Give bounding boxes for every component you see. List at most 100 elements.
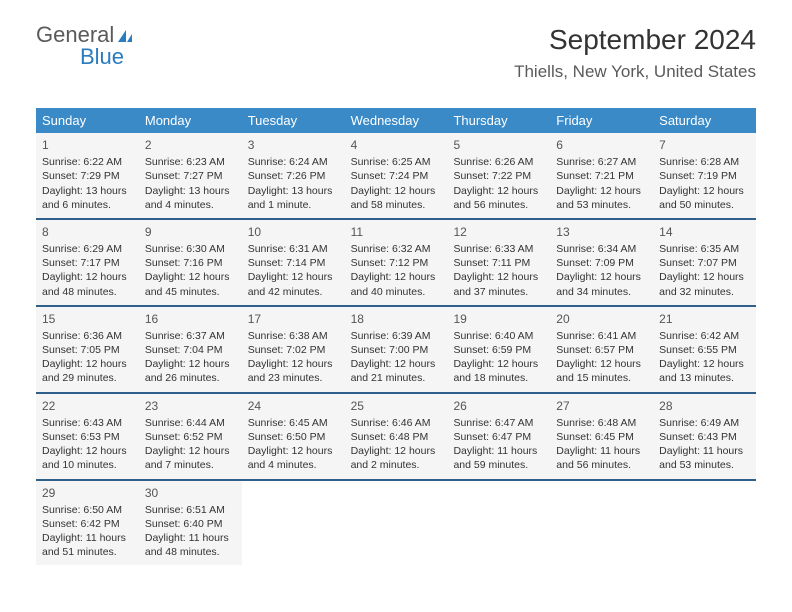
calendar-week: 8Sunrise: 6:29 AMSunset: 7:17 PMDaylight… bbox=[36, 218, 756, 305]
day-number: 23 bbox=[145, 398, 236, 414]
day-number: 4 bbox=[351, 137, 442, 153]
day-number: 28 bbox=[659, 398, 750, 414]
calendar-day: 25Sunrise: 6:46 AMSunset: 6:48 PMDayligh… bbox=[345, 394, 448, 479]
sunrise-text: Sunrise: 6:31 AM bbox=[248, 242, 339, 256]
calendar-day: 13Sunrise: 6:34 AMSunset: 7:09 PMDayligh… bbox=[550, 220, 653, 305]
calendar-week: 15Sunrise: 6:36 AMSunset: 7:05 PMDayligh… bbox=[36, 305, 756, 392]
daylight-text: Daylight: 12 hours and 56 minutes. bbox=[453, 184, 544, 212]
sunrise-text: Sunrise: 6:40 AM bbox=[453, 329, 544, 343]
sunrise-text: Sunrise: 6:44 AM bbox=[145, 416, 236, 430]
sunset-text: Sunset: 7:12 PM bbox=[351, 256, 442, 270]
sunset-text: Sunset: 6:43 PM bbox=[659, 430, 750, 444]
daylight-text: Daylight: 12 hours and 10 minutes. bbox=[42, 444, 133, 472]
day-number: 12 bbox=[453, 224, 544, 240]
day-header: Tuesday bbox=[242, 108, 345, 133]
sunrise-text: Sunrise: 6:30 AM bbox=[145, 242, 236, 256]
calendar-empty bbox=[653, 481, 756, 566]
day-number: 29 bbox=[42, 485, 133, 501]
sunrise-text: Sunrise: 6:45 AM bbox=[248, 416, 339, 430]
sunset-text: Sunset: 7:04 PM bbox=[145, 343, 236, 357]
day-header-row: SundayMondayTuesdayWednesdayThursdayFrid… bbox=[36, 108, 756, 133]
daylight-text: Daylight: 12 hours and 53 minutes. bbox=[556, 184, 647, 212]
sunset-text: Sunset: 6:50 PM bbox=[248, 430, 339, 444]
daylight-text: Daylight: 13 hours and 1 minute. bbox=[248, 184, 339, 212]
sunset-text: Sunset: 7:24 PM bbox=[351, 169, 442, 183]
calendar-day: 4 Sunrise: 6:25 AMSunset: 7:24 PMDaylight… bbox=[345, 133, 448, 218]
day-number: 30 bbox=[145, 485, 236, 501]
day-header: Wednesday bbox=[345, 108, 448, 133]
daylight-text: Daylight: 12 hours and 42 minutes. bbox=[248, 270, 339, 298]
daylight-text: Daylight: 12 hours and 13 minutes. bbox=[659, 357, 750, 385]
daylight-text: Daylight: 13 hours and 4 minutes. bbox=[145, 184, 236, 212]
sunset-text: Sunset: 7:27 PM bbox=[145, 169, 236, 183]
daylight-text: Daylight: 13 hours and 6 minutes. bbox=[42, 184, 133, 212]
day-number: 22 bbox=[42, 398, 133, 414]
day-number: 14 bbox=[659, 224, 750, 240]
sunrise-text: Sunrise: 6:23 AM bbox=[145, 155, 236, 169]
day-number: 18 bbox=[351, 311, 442, 327]
day-header: Saturday bbox=[653, 108, 756, 133]
daylight-text: Daylight: 12 hours and 48 minutes. bbox=[42, 270, 133, 298]
calendar-day: 9Sunrise: 6:30 AMSunset: 7:16 PMDaylight… bbox=[139, 220, 242, 305]
logo: General Blue bbox=[36, 24, 134, 68]
daylight-text: Daylight: 12 hours and 15 minutes. bbox=[556, 357, 647, 385]
calendar-empty bbox=[242, 481, 345, 566]
sunset-text: Sunset: 6:59 PM bbox=[453, 343, 544, 357]
calendar-day: 17Sunrise: 6:38 AMSunset: 7:02 PMDayligh… bbox=[242, 307, 345, 392]
day-header: Monday bbox=[139, 108, 242, 133]
sunrise-text: Sunrise: 6:34 AM bbox=[556, 242, 647, 256]
day-number: 25 bbox=[351, 398, 442, 414]
sunrise-text: Sunrise: 6:37 AM bbox=[145, 329, 236, 343]
daylight-text: Daylight: 12 hours and 29 minutes. bbox=[42, 357, 133, 385]
daylight-text: Daylight: 12 hours and 58 minutes. bbox=[351, 184, 442, 212]
calendar-week: 1Sunrise: 6:22 AMSunset: 7:29 PMDaylight… bbox=[36, 133, 756, 218]
day-number: 8 bbox=[42, 224, 133, 240]
day-number: 26 bbox=[453, 398, 544, 414]
calendar-day: 14Sunrise: 6:35 AMSunset: 7:07 PMDayligh… bbox=[653, 220, 756, 305]
day-number: 5 bbox=[453, 137, 544, 153]
daylight-text: Daylight: 12 hours and 21 minutes. bbox=[351, 357, 442, 385]
day-number: 15 bbox=[42, 311, 133, 327]
day-header: Sunday bbox=[36, 108, 139, 133]
sunrise-text: Sunrise: 6:49 AM bbox=[659, 416, 750, 430]
daylight-text: Daylight: 12 hours and 7 minutes. bbox=[145, 444, 236, 472]
sunrise-text: Sunrise: 6:46 AM bbox=[351, 416, 442, 430]
daylight-text: Daylight: 12 hours and 50 minutes. bbox=[659, 184, 750, 212]
daylight-text: Daylight: 11 hours and 48 minutes. bbox=[145, 531, 236, 559]
calendar-day: 28 Sunrise: 6:49 AMSunset: 6:43 PMDayligh… bbox=[653, 394, 756, 479]
calendar-day: 19Sunrise: 6:40 AMSunset: 6:59 PMDayligh… bbox=[447, 307, 550, 392]
sunrise-text: Sunrise: 6:32 AM bbox=[351, 242, 442, 256]
sunset-text: Sunset: 7:17 PM bbox=[42, 256, 133, 270]
day-number: 17 bbox=[248, 311, 339, 327]
calendar-empty bbox=[345, 481, 448, 566]
daylight-text: Daylight: 12 hours and 34 minutes. bbox=[556, 270, 647, 298]
calendar-day: 23Sunrise: 6:44 AMSunset: 6:52 PMDayligh… bbox=[139, 394, 242, 479]
day-number: 13 bbox=[556, 224, 647, 240]
calendar-day: 22Sunrise: 6:43 AMSunset: 6:53 PMDayligh… bbox=[36, 394, 139, 479]
calendar-day: 2 Sunrise: 6:23 AMSunset: 7:27 PMDaylight… bbox=[139, 133, 242, 218]
sunrise-text: Sunrise: 6:50 AM bbox=[42, 503, 133, 517]
daylight-text: Daylight: 12 hours and 4 minutes. bbox=[248, 444, 339, 472]
daylight-text: Daylight: 11 hours and 53 minutes. bbox=[659, 444, 750, 472]
calendar-day: 16Sunrise: 6:37 AMSunset: 7:04 PMDayligh… bbox=[139, 307, 242, 392]
day-number: 20 bbox=[556, 311, 647, 327]
sunset-text: Sunset: 6:40 PM bbox=[145, 517, 236, 531]
sunrise-text: Sunrise: 6:33 AM bbox=[453, 242, 544, 256]
day-number: 2 bbox=[145, 137, 236, 153]
sunrise-text: Sunrise: 6:27 AM bbox=[556, 155, 647, 169]
sunset-text: Sunset: 7:21 PM bbox=[556, 169, 647, 183]
day-number: 10 bbox=[248, 224, 339, 240]
sunrise-text: Sunrise: 6:25 AM bbox=[351, 155, 442, 169]
daylight-text: Daylight: 11 hours and 51 minutes. bbox=[42, 531, 133, 559]
calendar-day: 11Sunrise: 6:32 AMSunset: 7:12 PMDayligh… bbox=[345, 220, 448, 305]
day-number: 9 bbox=[145, 224, 236, 240]
daylight-text: Daylight: 11 hours and 56 minutes. bbox=[556, 444, 647, 472]
calendar-day: 21Sunrise: 6:42 AMSunset: 6:55 PMDayligh… bbox=[653, 307, 756, 392]
calendar-day: 30Sunrise: 6:51 AMSunset: 6:40 PMDayligh… bbox=[139, 481, 242, 566]
calendar-empty bbox=[550, 481, 653, 566]
sunrise-text: Sunrise: 6:41 AM bbox=[556, 329, 647, 343]
logo-text-2: Blue bbox=[80, 44, 124, 69]
sunrise-text: Sunrise: 6:26 AM bbox=[453, 155, 544, 169]
sunrise-text: Sunrise: 6:35 AM bbox=[659, 242, 750, 256]
daylight-text: Daylight: 12 hours and 37 minutes. bbox=[453, 270, 544, 298]
